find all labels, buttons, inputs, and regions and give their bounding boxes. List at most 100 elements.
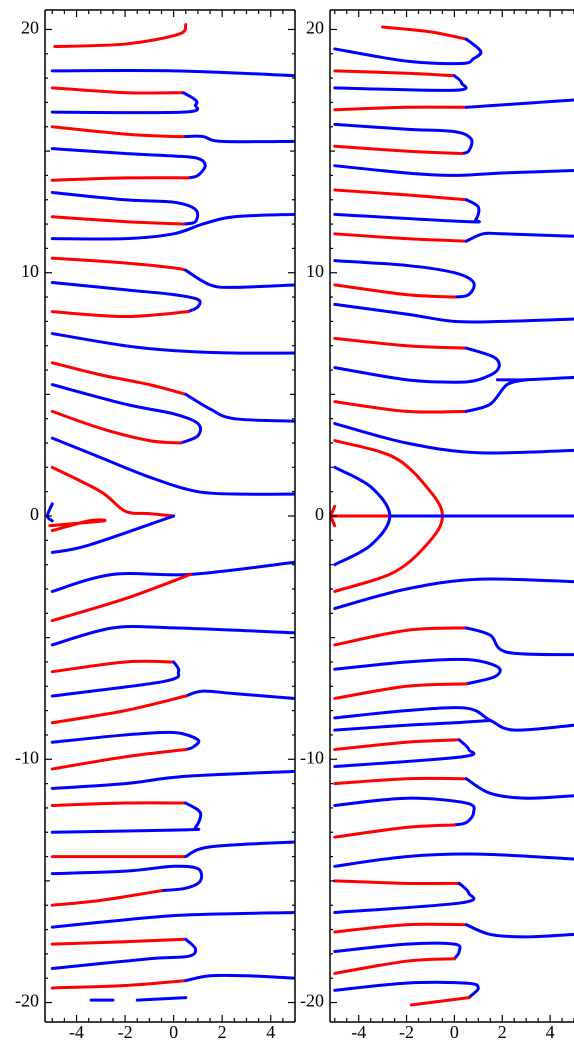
x-tick-label: 2 bbox=[498, 1022, 507, 1042]
curve-blue-33 bbox=[333, 706, 574, 732]
curve-group bbox=[330, 25, 574, 1007]
y-tick-label: -20 bbox=[15, 991, 39, 1011]
x-tick-label: 0 bbox=[169, 1022, 178, 1042]
curve-blue-38 bbox=[184, 840, 295, 859]
curve-red-4 bbox=[333, 105, 468, 112]
curve-blue-30 bbox=[464, 626, 574, 657]
curve-red-21 bbox=[50, 465, 176, 518]
curve-blue-15 bbox=[50, 332, 295, 355]
curve-blue-10 bbox=[50, 212, 295, 241]
curve-blue-45 bbox=[464, 923, 574, 939]
curve-blue-46 bbox=[333, 941, 462, 961]
curve-blue-1 bbox=[50, 68, 295, 78]
curve-blue-13 bbox=[50, 280, 202, 314]
curve-blue-1 bbox=[333, 37, 483, 66]
curve-blue-28 bbox=[333, 577, 574, 610]
x-tick-label: 0 bbox=[450, 1022, 459, 1042]
curve-red-29 bbox=[333, 626, 468, 647]
curve-red-9 bbox=[333, 188, 468, 202]
y-tick-label: -20 bbox=[300, 991, 324, 1011]
curve-red-11 bbox=[333, 232, 468, 243]
y-tick-label: 10 bbox=[21, 261, 39, 281]
curve-blue-39 bbox=[50, 864, 204, 893]
curve-red-7 bbox=[50, 176, 190, 182]
curve-blue-13 bbox=[333, 259, 476, 299]
x-tick-label: 4 bbox=[266, 1022, 275, 1042]
curve-blue-38 bbox=[464, 777, 574, 800]
curve-blue-24 bbox=[45, 502, 54, 523]
curve-blue-47 bbox=[135, 996, 188, 1002]
curve-blue-29 bbox=[50, 660, 181, 698]
y-tick-label: 0 bbox=[30, 504, 39, 524]
curve-red-0 bbox=[381, 25, 468, 41]
curve-red-33 bbox=[50, 748, 188, 771]
curve-blue-8 bbox=[50, 190, 200, 226]
curve-red-19 bbox=[333, 400, 468, 414]
curve-blue-36 bbox=[50, 801, 203, 834]
curve-blue-5 bbox=[184, 134, 295, 144]
curve-blue-6 bbox=[333, 122, 474, 156]
curve-blue-6 bbox=[50, 147, 207, 180]
curve-blue-43 bbox=[333, 881, 476, 915]
curve-blue-10 bbox=[333, 198, 481, 224]
x-tick-label: 4 bbox=[546, 1022, 555, 1042]
curve-blue-3 bbox=[333, 74, 468, 92]
curve-blue-39 bbox=[333, 796, 476, 827]
curve-blue-41 bbox=[333, 852, 574, 868]
curve-red-44 bbox=[50, 979, 188, 990]
curve-red-11 bbox=[50, 256, 188, 272]
curve-red-23 bbox=[48, 518, 107, 533]
x-tick-label: 2 bbox=[218, 1022, 227, 1042]
y-tick-label: 0 bbox=[315, 504, 324, 524]
curve-red-0 bbox=[53, 23, 188, 48]
curve-blue-30 bbox=[184, 689, 295, 700]
curve-red-40 bbox=[333, 823, 456, 839]
curve-blue-41 bbox=[50, 911, 295, 929]
curve-blue-3 bbox=[50, 91, 200, 115]
curve-blue-20 bbox=[464, 378, 528, 413]
curve-blue-21 bbox=[333, 422, 574, 455]
curve-red-7 bbox=[333, 144, 464, 156]
curve-blue-12 bbox=[184, 268, 295, 289]
curve-red-37 bbox=[333, 776, 468, 786]
curve-red-31 bbox=[50, 694, 188, 725]
curve-blue-31 bbox=[333, 657, 502, 686]
curve-blue-22 bbox=[50, 514, 176, 554]
curve-red-42 bbox=[50, 937, 188, 946]
curve-red-28 bbox=[50, 659, 176, 674]
curve-blue-15 bbox=[333, 302, 574, 324]
curve-red-32 bbox=[333, 682, 468, 700]
curve-red-35 bbox=[50, 801, 188, 807]
curve-red-40 bbox=[50, 889, 163, 907]
y-tick-label: -10 bbox=[15, 747, 39, 767]
curve-red-14 bbox=[333, 283, 456, 299]
x-tick-label: -4 bbox=[69, 1022, 84, 1042]
y-tick-label: -10 bbox=[300, 747, 324, 767]
curve-blue-43 bbox=[50, 937, 198, 970]
curve-red-14 bbox=[50, 310, 190, 319]
curve-blue-5 bbox=[464, 98, 574, 109]
curve-blue-20 bbox=[50, 436, 295, 496]
curve-red-42 bbox=[333, 879, 461, 886]
y-tick-label: 10 bbox=[306, 261, 324, 281]
curve-red-49 bbox=[409, 996, 471, 1007]
curve-red-16 bbox=[50, 361, 188, 396]
curve-blue-18 bbox=[495, 375, 574, 382]
curve-red-4 bbox=[50, 125, 188, 139]
x-tick-label: -4 bbox=[351, 1022, 366, 1042]
curve-blue-36 bbox=[333, 738, 476, 769]
curve-blue-18 bbox=[50, 383, 202, 445]
y-tick-label: 20 bbox=[21, 18, 39, 38]
curve-blue-27 bbox=[50, 624, 295, 647]
curve-blue-34 bbox=[333, 718, 492, 732]
x-tick-label: -2 bbox=[118, 1022, 133, 1042]
curve-red-16 bbox=[333, 336, 468, 350]
curve-red-47 bbox=[333, 957, 456, 975]
curve-red-2 bbox=[50, 86, 185, 95]
curve-red-44 bbox=[333, 922, 468, 934]
curve-blue-8 bbox=[333, 164, 574, 177]
curve-red-19 bbox=[50, 409, 183, 445]
